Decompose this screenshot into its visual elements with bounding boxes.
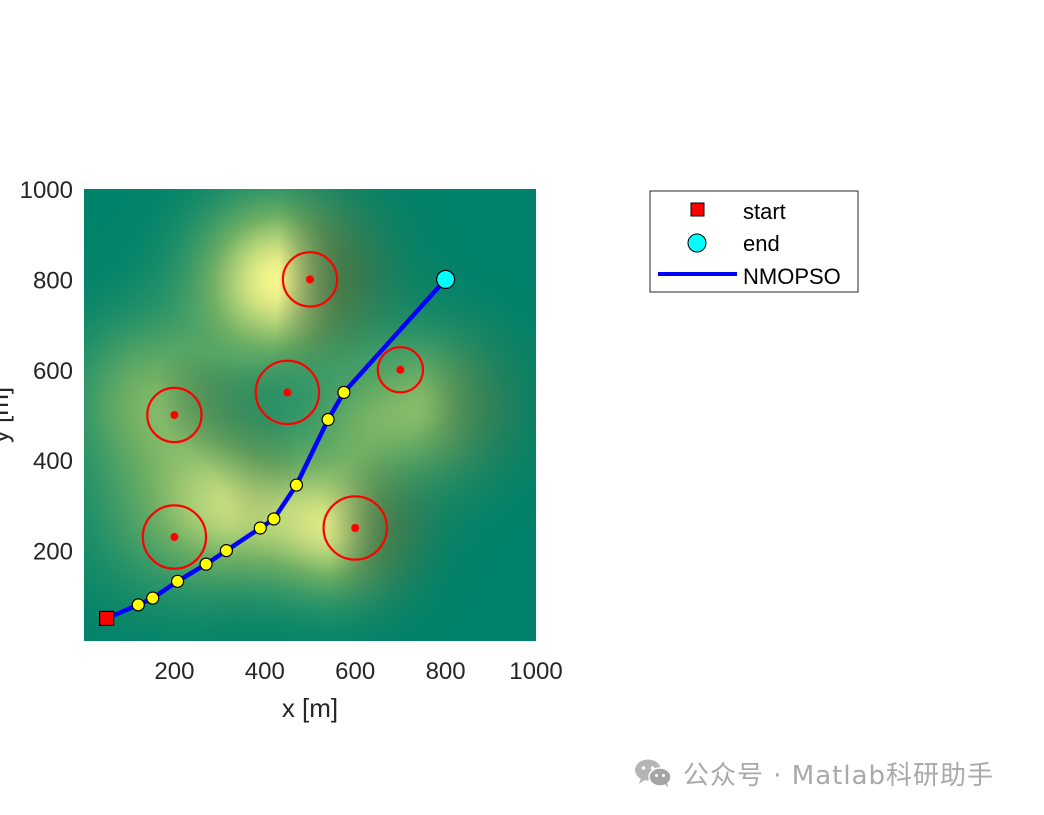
watermark-text: 公众号 · Matlab科研助手	[683, 760, 995, 791]
threat-circle	[281, 251, 339, 308]
threat-circle	[146, 386, 203, 444]
waypoint-marker	[170, 574, 185, 588]
threat-center	[170, 533, 179, 542]
threat-center	[283, 388, 292, 397]
legend-nmopso-label: NMOPSO	[743, 264, 841, 289]
threat-zones	[141, 251, 425, 570]
waypoint-marker	[219, 543, 233, 558]
y-tick-label: 400	[33, 448, 73, 475]
y-tick-label: 1000	[20, 177, 73, 204]
threat-center	[351, 524, 360, 532]
x-tick-label: 1000	[509, 658, 562, 685]
waypoint-marker	[146, 591, 160, 605]
waypoint-marker	[289, 478, 304, 492]
threat-circle	[141, 504, 208, 570]
waypoint-marker	[267, 512, 281, 526]
threat-circle	[322, 495, 388, 561]
x-tick-label: 200	[154, 658, 194, 685]
legend-end-marker	[687, 233, 707, 253]
waypoint-marker	[321, 412, 335, 427]
y-axis-label: y [m]	[0, 387, 14, 443]
threat-circle	[376, 346, 425, 394]
y-tick-label: 200	[33, 539, 73, 566]
y-tick-label: 800	[33, 267, 73, 294]
threat-center	[396, 365, 405, 374]
legend-start-marker	[690, 202, 705, 217]
threat-center	[306, 275, 314, 284]
legend-start-label: start	[743, 199, 786, 224]
x-axis-label: x [m]	[282, 693, 338, 723]
threat-circle	[254, 359, 321, 426]
waypoint-marker	[131, 598, 145, 612]
x-tick-label: 400	[245, 658, 285, 685]
watermark: 公众号 · Matlab科研助手	[633, 756, 995, 791]
x-axis-ticks: 200 400 600 800 1000	[154, 658, 562, 685]
waypoint-markers	[131, 385, 351, 612]
start-marker	[98, 610, 115, 627]
threat-center	[170, 411, 179, 419]
endpoint-markers	[98, 269, 456, 627]
end-marker	[436, 269, 456, 289]
waypoint-marker	[253, 521, 267, 535]
wechat-icon	[635, 759, 672, 788]
y-tick-label: 600	[33, 358, 73, 385]
x-tick-label: 800	[426, 658, 466, 685]
x-tick-label: 600	[335, 658, 375, 685]
legend: start end NMOPSO	[649, 190, 859, 293]
legend-end-label: end	[743, 231, 780, 256]
waypoint-marker	[199, 557, 213, 571]
waypoint-marker	[337, 385, 351, 399]
y-axis-ticks: 200 400 600 800 1000	[20, 177, 73, 566]
